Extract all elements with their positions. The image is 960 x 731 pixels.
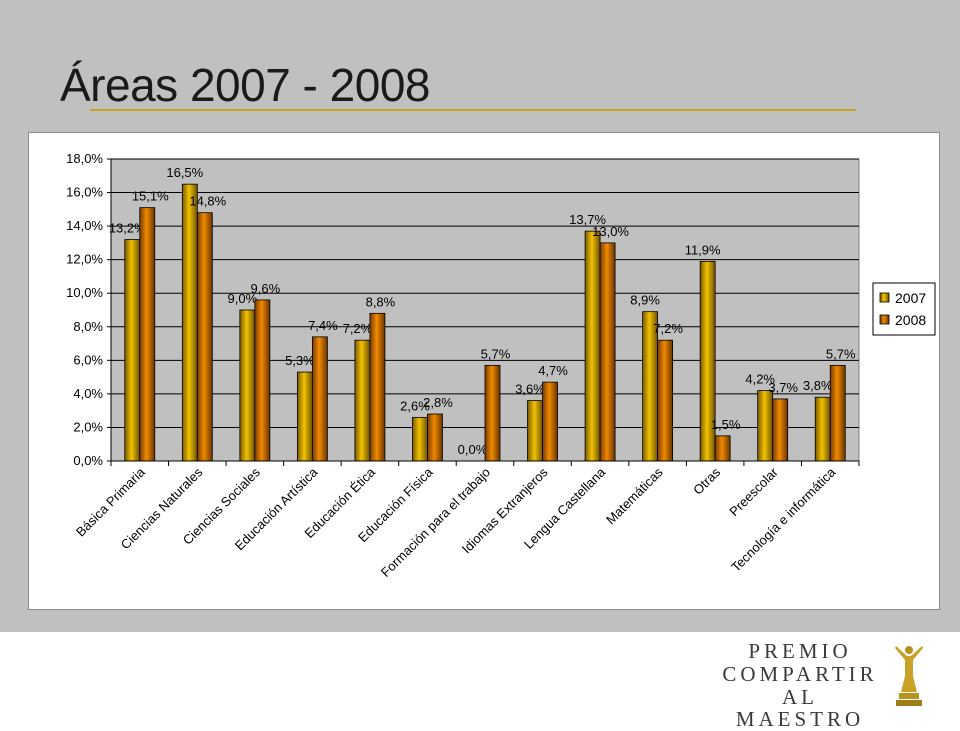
data-label-2007: 4,2% xyxy=(745,372,775,387)
bar-2007 xyxy=(239,309,256,462)
x-category-label: Tecnología e informática xyxy=(728,464,839,575)
bar-2007 xyxy=(412,416,428,462)
y-tick-label: 4,0% xyxy=(73,386,103,401)
bar-chart: 0,0% 2,0% 4,0% 6,0% 8,0% 10,0% 12,0% 14,0% 16,0%… xyxy=(66,151,936,580)
y-tick-label: 8,0% xyxy=(73,319,103,334)
data-label-2008: 3,7% xyxy=(768,380,798,395)
y-tick-label: 12,0% xyxy=(66,252,103,267)
bar-2008 xyxy=(139,207,156,462)
data-label-2008: 15,1% xyxy=(132,189,169,204)
title-underline xyxy=(90,109,856,111)
bar-2008 xyxy=(829,364,846,462)
bar-2008 xyxy=(772,398,789,462)
bar-2007 xyxy=(181,183,198,462)
x-category-label: Otras xyxy=(690,464,723,497)
data-label-2008: 2,8% xyxy=(423,395,453,410)
data-label-2008: 8,8% xyxy=(366,294,396,309)
logo-line-2: COMPARTIR xyxy=(722,662,878,686)
y-tick-label: 16,0% xyxy=(66,185,103,200)
data-label-2008: 7,4% xyxy=(308,318,338,333)
data-label-2008: 4,7% xyxy=(538,363,568,378)
bar-2007 xyxy=(584,230,601,462)
bar-2008 xyxy=(599,242,616,462)
data-label-2007: 7,2% xyxy=(343,321,373,336)
bar-2007 xyxy=(757,390,774,462)
bar-2007 xyxy=(296,371,313,462)
data-label-2007: 9,0% xyxy=(228,291,258,306)
data-label-2007: 16,5% xyxy=(166,165,203,180)
data-label-2007: 13,7% xyxy=(569,212,606,227)
y-tick-label: 0,0% xyxy=(73,453,103,468)
data-label-2008: 14,8% xyxy=(189,194,226,209)
legend-swatch-2008 xyxy=(879,314,890,325)
bar-2007 xyxy=(354,339,371,462)
legend-box xyxy=(872,282,936,336)
data-label-2008: 1,5% xyxy=(711,417,741,432)
data-label-2008: 5,7% xyxy=(481,346,511,361)
data-label-2007: 0,0% xyxy=(458,442,488,457)
bar-2008 xyxy=(196,212,213,462)
chart-frame: 0,0% 2,0% 4,0% 6,0% 8,0% 10,0% 12,0% 14,0% 16,0%… xyxy=(28,132,940,610)
premio-compartir-logo: PREMIO COMPARTIR AL MAESTRO xyxy=(720,639,930,730)
bar-2008 xyxy=(484,364,501,462)
bar-2008 xyxy=(311,336,328,462)
x-category-label: Matemáticas xyxy=(603,464,666,527)
data-label-2008: 5,7% xyxy=(826,346,856,361)
data-label-2007: 2,6% xyxy=(400,398,430,413)
bar-2007 xyxy=(124,239,141,462)
bar-2008 xyxy=(369,312,386,462)
bar-2008 xyxy=(542,381,558,462)
y-tick-label: 10,0% xyxy=(66,285,103,300)
trophy-figure-icon xyxy=(895,646,923,706)
data-label-2008: 7,2% xyxy=(653,321,683,336)
bar-2008 xyxy=(714,435,731,462)
data-label-2007: 3,8% xyxy=(803,378,833,393)
bar-2007 xyxy=(527,400,543,462)
legend-label-2008: 2008 xyxy=(895,312,926,328)
y-tick-label: 18,0% xyxy=(66,151,103,166)
data-label-2007: 8,9% xyxy=(630,293,660,308)
legend-label-2007: 2007 xyxy=(895,290,926,306)
x-category-label: Formación para el trabajo xyxy=(378,465,493,580)
x-category-label: Preescolar xyxy=(726,464,781,519)
data-label-2008: 13,0% xyxy=(592,224,629,239)
data-label-2007: 5,3% xyxy=(285,353,315,368)
bar-2008 xyxy=(427,413,443,462)
y-tick-label: 14,0% xyxy=(66,218,103,233)
legend-swatch-2007 xyxy=(879,292,890,303)
bar-2008 xyxy=(657,339,674,462)
data-label-2007: 13,2% xyxy=(109,221,146,236)
logo-line-3: AL MAESTRO xyxy=(735,685,865,731)
data-label-2007: 3,6% xyxy=(515,382,545,397)
bar-2007 xyxy=(814,396,831,462)
y-tick-label: 2,0% xyxy=(73,419,103,434)
logo-line-1: PREMIO xyxy=(748,639,852,663)
slide-title: Áreas 2007 - 2008 xyxy=(60,59,431,111)
data-label-2007: 11,9% xyxy=(685,242,721,257)
y-tick-label: 6,0% xyxy=(73,352,103,367)
bar-2008 xyxy=(254,299,271,462)
data-label-2008: 9,6% xyxy=(251,281,281,296)
